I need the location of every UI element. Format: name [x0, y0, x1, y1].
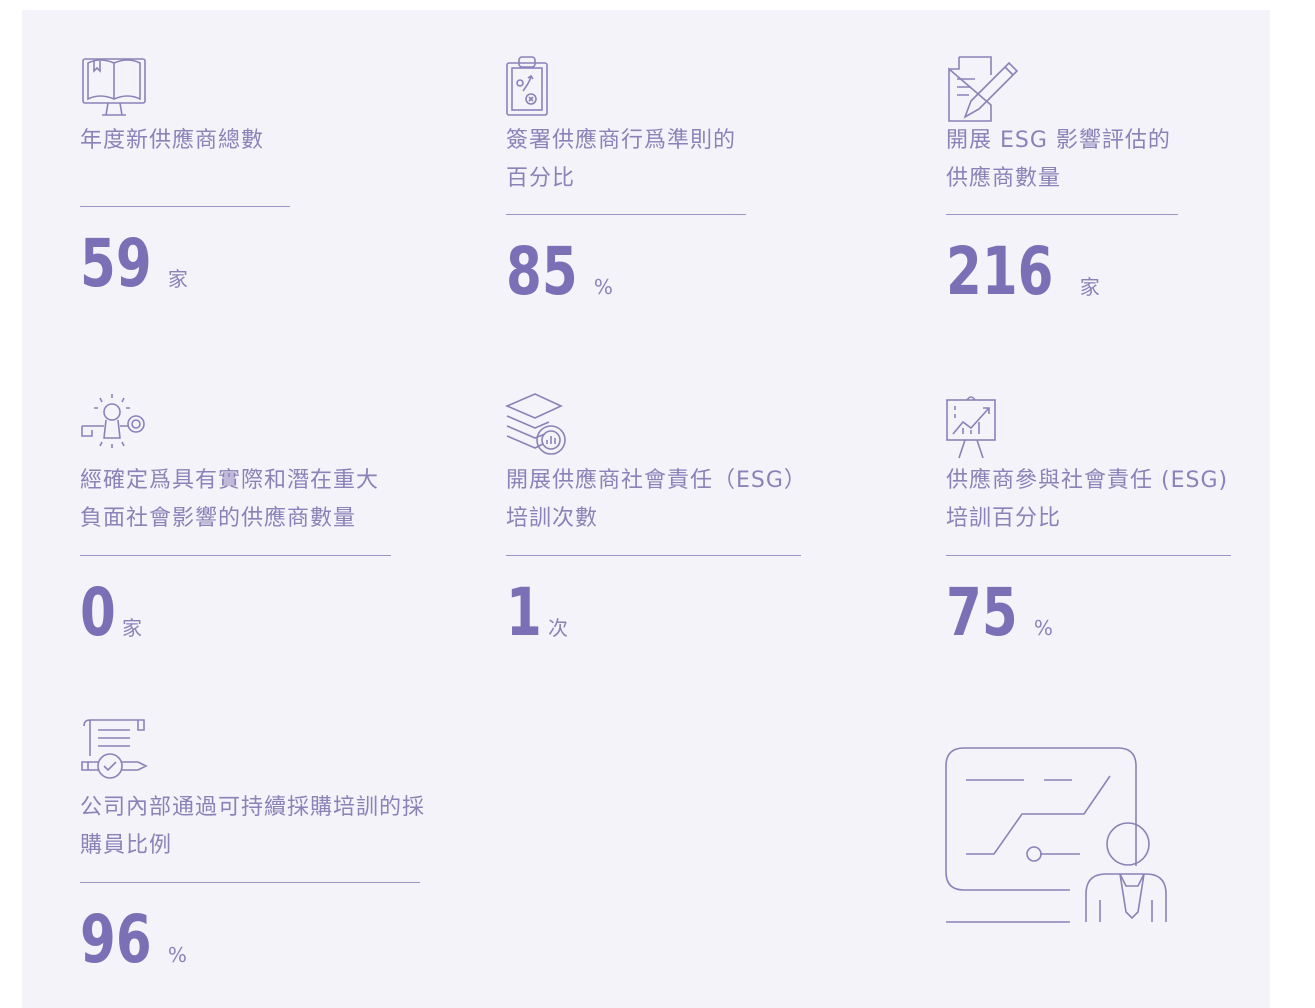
stat-value: 0 — [80, 574, 116, 651]
stat-value-row: 75% — [946, 577, 1053, 649]
stat-unit: 家 — [167, 267, 188, 291]
stat-card: 開展供應商社會責任（ESG） 培訓次數 1 次 — [506, 462, 807, 649]
divider — [946, 214, 1178, 215]
stat-value: 75 — [946, 574, 1018, 651]
stat-label: 百分比 — [506, 166, 576, 191]
divider — [506, 555, 801, 556]
stat-unit: 家 — [121, 616, 142, 640]
stat-label: 培訓百分比 — [946, 506, 1062, 531]
stat-label: 購員比例 — [80, 833, 173, 858]
stat-label: 培訓次數 — [506, 506, 599, 531]
stat-card: 年度新供應商總數 59 家 — [80, 122, 290, 300]
divider — [506, 214, 746, 215]
contract-icon — [948, 56, 1019, 122]
stat-unit: % — [167, 943, 187, 967]
stat-card: 公司內部通過可持續採購培訓的採 購員比例 96% — [80, 789, 426, 976]
stat-card: 開展 ESG 影響評估的 供應商數量 216 家 — [946, 122, 1178, 308]
stat-label: 負面社會影響的供應商數量 — [80, 506, 357, 531]
stat-value-row: 96% — [80, 904, 187, 976]
stack-icon — [505, 393, 566, 455]
stat-label: 年度新供應商總數 — [80, 128, 265, 153]
stat-label: 經確定爲具有實際和潛在重大 — [80, 468, 380, 493]
stat-card: 經確定爲具有實際和潛在重大 負面社會影響的供應商數量 0 家 — [80, 462, 391, 649]
stat-label: 公司內部通過可持續採購培訓的採 — [80, 795, 426, 820]
stat-value: 85 — [506, 233, 578, 310]
presentation-icon — [946, 396, 996, 459]
divider — [80, 555, 391, 556]
clipboard-icon — [506, 56, 548, 116]
illustration — [945, 747, 1167, 923]
book-icon — [82, 58, 146, 116]
stat-label: 供應商數量 — [946, 166, 1062, 191]
stat-unit: 次 — [547, 616, 568, 640]
stat-label: 開展 ESG 影響評估的 — [946, 128, 1171, 153]
stat-unit: 家 — [1079, 275, 1100, 299]
divider — [80, 882, 420, 883]
certificate-icon — [81, 719, 148, 779]
stat-label: 簽署供應商行爲準則的 — [506, 128, 737, 153]
stat-label: 供應商參與社會責任 (ESG) — [946, 468, 1229, 493]
stat-value: 216 — [946, 233, 1054, 310]
panel — [22, 10, 1270, 1008]
stat-value: 1 — [506, 574, 542, 651]
stat-value-row: 59 家 — [80, 228, 188, 300]
divider — [946, 555, 1231, 556]
key-icon — [81, 394, 145, 448]
stat-unit: % — [1033, 616, 1053, 640]
stat-value-row: 85% — [506, 236, 613, 308]
stat-card: 簽署供應商行爲準則的 百分比 85% — [506, 122, 746, 308]
stat-value: 59 — [80, 225, 152, 302]
stat-value-row: 216 家 — [946, 236, 1100, 308]
divider — [80, 206, 290, 207]
stat-label: 開展供應商社會責任（ESG） — [506, 468, 807, 493]
stat-card: 供應商參與社會責任 (ESG) 培訓百分比 75% — [946, 462, 1231, 649]
stat-value: 96 — [80, 901, 152, 978]
stat-unit: % — [593, 275, 613, 299]
